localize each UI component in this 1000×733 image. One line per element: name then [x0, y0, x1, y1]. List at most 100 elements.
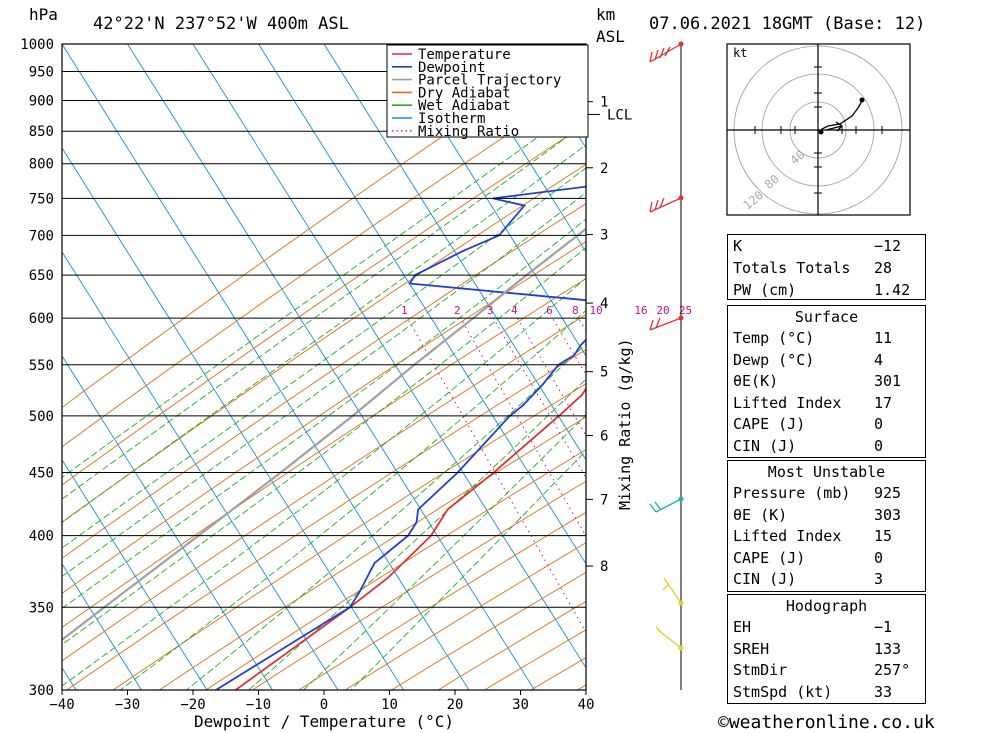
- wet-adiabat-line: [62, 101, 586, 479]
- mixing-ratio-line: [492, 317, 586, 479]
- parcel-trajectory-series-line: [62, 227, 586, 642]
- pressure-tick-label: 350: [29, 600, 54, 616]
- mixing-ratio-line: [459, 317, 586, 538]
- isotherm-line: [62, 147, 404, 690]
- wind-barb-icon: [655, 626, 682, 649]
- surface-row-label: θE(K): [733, 372, 779, 390]
- x-tick-label: −20: [180, 697, 205, 713]
- mixing-ratio-tick-label: 20: [656, 304, 669, 317]
- km-tick-label: 5: [600, 365, 608, 381]
- hodograph-table-title: Hodograph: [785, 597, 868, 615]
- dry-adiabat-line: [62, 81, 586, 448]
- isotherm-line: [62, 459, 208, 690]
- hodograph-row-value: 33: [874, 682, 893, 701]
- pressure-tick-label: 500: [29, 409, 54, 425]
- pressure-tick-label: 1000: [20, 37, 54, 53]
- mixing-ratio-tick-label: 8: [572, 304, 579, 317]
- x-tick-label: −40: [49, 697, 74, 713]
- hodograph-row-value: 257°: [874, 661, 911, 679]
- km-tick-label: 1: [600, 95, 608, 111]
- legend-entry: Dewpoint: [418, 60, 485, 76]
- x-tick-label: −30: [115, 697, 140, 713]
- mixing-ratio-tick-label: 4: [511, 304, 518, 317]
- lcl-label: LCL: [607, 107, 632, 123]
- legend-entry: Wet Adiabat: [418, 98, 511, 114]
- dry-adiabat-line: [205, 449, 586, 690]
- surface-title: Surface: [794, 308, 859, 326]
- mixing-ratio-line: [406, 317, 586, 634]
- most-unstable-row-value: 303: [874, 505, 902, 524]
- km-tick-label: 7: [600, 492, 608, 508]
- mixing-ratio-tick-label: 6: [546, 304, 553, 317]
- dry-adiabat-line: [252, 480, 586, 690]
- temperature-series-line: [235, 386, 586, 690]
- surface-row-value: 4: [874, 350, 884, 369]
- most-unstable-row-value: 15: [874, 527, 893, 545]
- pressure-tick-label: 300: [29, 683, 54, 699]
- isotherm-line: [62, 44, 470, 690]
- k-value: −12: [874, 237, 902, 255]
- most-unstable-title: Most Unstable: [767, 463, 886, 481]
- legend-entry: Isotherm: [418, 111, 485, 127]
- pressure-tick-label: 850: [29, 124, 54, 140]
- mixing-ratio-tick-label: 1: [401, 304, 408, 317]
- pressure-tick-label: 700: [29, 228, 54, 244]
- dry-adiabat-line: [159, 416, 586, 690]
- isotherm-line: [323, 44, 586, 461]
- legend-entry: Parcel Trajectory: [418, 73, 561, 89]
- legend-entry: Mixing Ratio: [418, 124, 519, 140]
- pressure-tick-label: 450: [29, 465, 54, 481]
- pressure-tick-label: 750: [29, 191, 54, 207]
- isotherm-line: [62, 251, 339, 690]
- surface-row-label: CAPE (J): [733, 415, 806, 433]
- wet-adiabat-line: [62, 218, 586, 609]
- isotherm-line: [62, 355, 273, 690]
- mixing-ratio-tick-label: 10: [589, 304, 602, 317]
- surface-row-label: Lifted Index: [733, 393, 842, 412]
- pw-value: 1.42: [874, 281, 911, 299]
- wind-barb-icon: [649, 498, 682, 513]
- wind-barb-icon: [649, 317, 682, 331]
- plot-frame: [61, 43, 587, 691]
- km-tick-label: 3: [600, 228, 608, 244]
- most-unstable-row-value: 0: [874, 548, 884, 567]
- pressure-tick-label: 800: [29, 157, 54, 173]
- surface-row-value: 0: [874, 436, 884, 455]
- pressure-tick-label: 900: [29, 94, 54, 110]
- most-unstable-row-label: Pressure (mb): [733, 484, 851, 502]
- x-tick-label: −10: [246, 697, 271, 713]
- hodograph-row-label: StmSpd (kt): [733, 682, 833, 701]
- surface-row-value: 301: [874, 372, 902, 390]
- most-unstable-row-label: θE (K): [733, 505, 788, 524]
- x-tick-label: 30: [512, 697, 529, 713]
- isotherm-line: [389, 44, 586, 357]
- hodograph-row-label: SREH: [733, 639, 770, 658]
- hodograph-table: Hodograph EH −1 SREH 133 StmDir 257° StmSpd (k…: [727, 594, 926, 704]
- surface-row-label: Temp (°C): [733, 329, 815, 347]
- indices-table: K −12 Totals Totals 28 PW (cm) 1.42: [727, 234, 926, 300]
- legend-entry: Temperature: [418, 47, 511, 63]
- hodograph-row-label: EH: [733, 618, 752, 636]
- x-tick-label: 20: [447, 697, 464, 713]
- legend-box: [386, 44, 589, 138]
- surface-row-value: 17: [874, 393, 893, 412]
- isotherm-line: [258, 44, 586, 565]
- mixing-ratio-line: [516, 317, 586, 437]
- dry-adiabat-line: [298, 511, 586, 690]
- km-tick-label: 2: [600, 161, 608, 177]
- isotherm-line: [454, 44, 586, 253]
- km-tick-label: 4: [600, 296, 608, 312]
- pressure-tick-label: 650: [29, 268, 54, 284]
- pressure-tick-label: 550: [29, 358, 54, 374]
- x-tick-label: 40: [578, 697, 595, 713]
- x-tick-label: 0: [320, 697, 328, 713]
- km-tick-label: 6: [600, 429, 608, 445]
- hodograph-row-label: StmDir: [733, 661, 788, 679]
- isotherm-line: [127, 44, 535, 690]
- dry-adiabat-line: [62, 44, 580, 409]
- surface-row-value: 0: [874, 415, 884, 433]
- most-unstable-row-label: Lifted Index: [733, 527, 842, 545]
- pressure-tick-label: 600: [29, 311, 54, 327]
- surface-row-value: 11: [874, 329, 893, 347]
